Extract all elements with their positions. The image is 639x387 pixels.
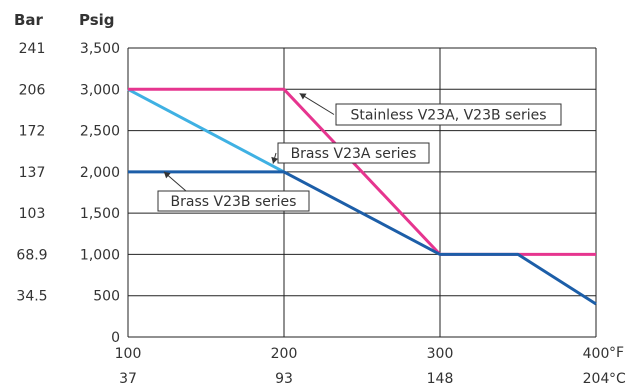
x-tick-celsius: 148 [427,371,454,387]
y-tick-bar: 34.5 [16,289,47,305]
unit-fahrenheit: °F [609,345,624,361]
annotation-label: Brass V23A series [291,146,417,162]
annotation-label: Brass V23B series [171,194,297,210]
x-tick-celsius: 204 [583,371,610,387]
annotation-arrow [299,92,335,115]
x-tick-fahrenheit: 200 [271,346,298,362]
arrowhead-icon [271,156,279,164]
y-tick-psig: 2,000 [80,165,120,181]
series-line [127,87,285,174]
y-tick-psig: 2,500 [80,124,120,140]
y-tick-bar: 241 [19,41,46,57]
y-tick-bar: 172 [19,124,46,140]
y-tick-psig: 3,000 [80,82,120,98]
x-tick-fahrenheit: 400 [583,346,610,362]
annotation-box [335,103,562,126]
series-line [128,170,597,306]
series-lines [127,87,597,306]
annotation-box [157,190,310,212]
y-tick-psig: 1,000 [80,247,120,263]
annotations: Stainless V23A, V23B series Brass V23A se… [157,92,562,212]
y-tick-psig: 1,500 [80,206,120,222]
bar-header: Bar [14,11,44,29]
annotation-box [277,142,430,164]
y-tick-bar: 68.9 [16,247,47,263]
annotation-label: Stainless V23A, V23B series [350,108,546,124]
arrowhead-icon [299,93,307,100]
x-tick-fahrenheit: 300 [427,346,454,362]
y-tick-psig: 3,500 [80,41,120,57]
y-tick-psig: 500 [93,289,120,305]
arrowhead-icon [163,171,171,179]
x-tick-celsius: 93 [275,371,293,387]
unit-celsius: °C [609,371,626,387]
y-tick-bar: 206 [19,82,46,98]
y-axis-ticks: 3,500 3,000 2,500 2,000 1,500 1,000 500 0 241 206… [16,41,120,346]
x-axis-ticks: 100 37 200 93 300 148 400 204 [115,346,610,387]
x-tick-fahrenheit: 100 [115,346,142,362]
y-tick-psig: 0 [111,330,120,346]
x-tick-celsius: 37 [119,371,137,387]
y-tick-bar: 137 [19,165,46,181]
y-tick-bar: 103 [19,206,46,222]
psig-header: Psig [79,11,115,29]
